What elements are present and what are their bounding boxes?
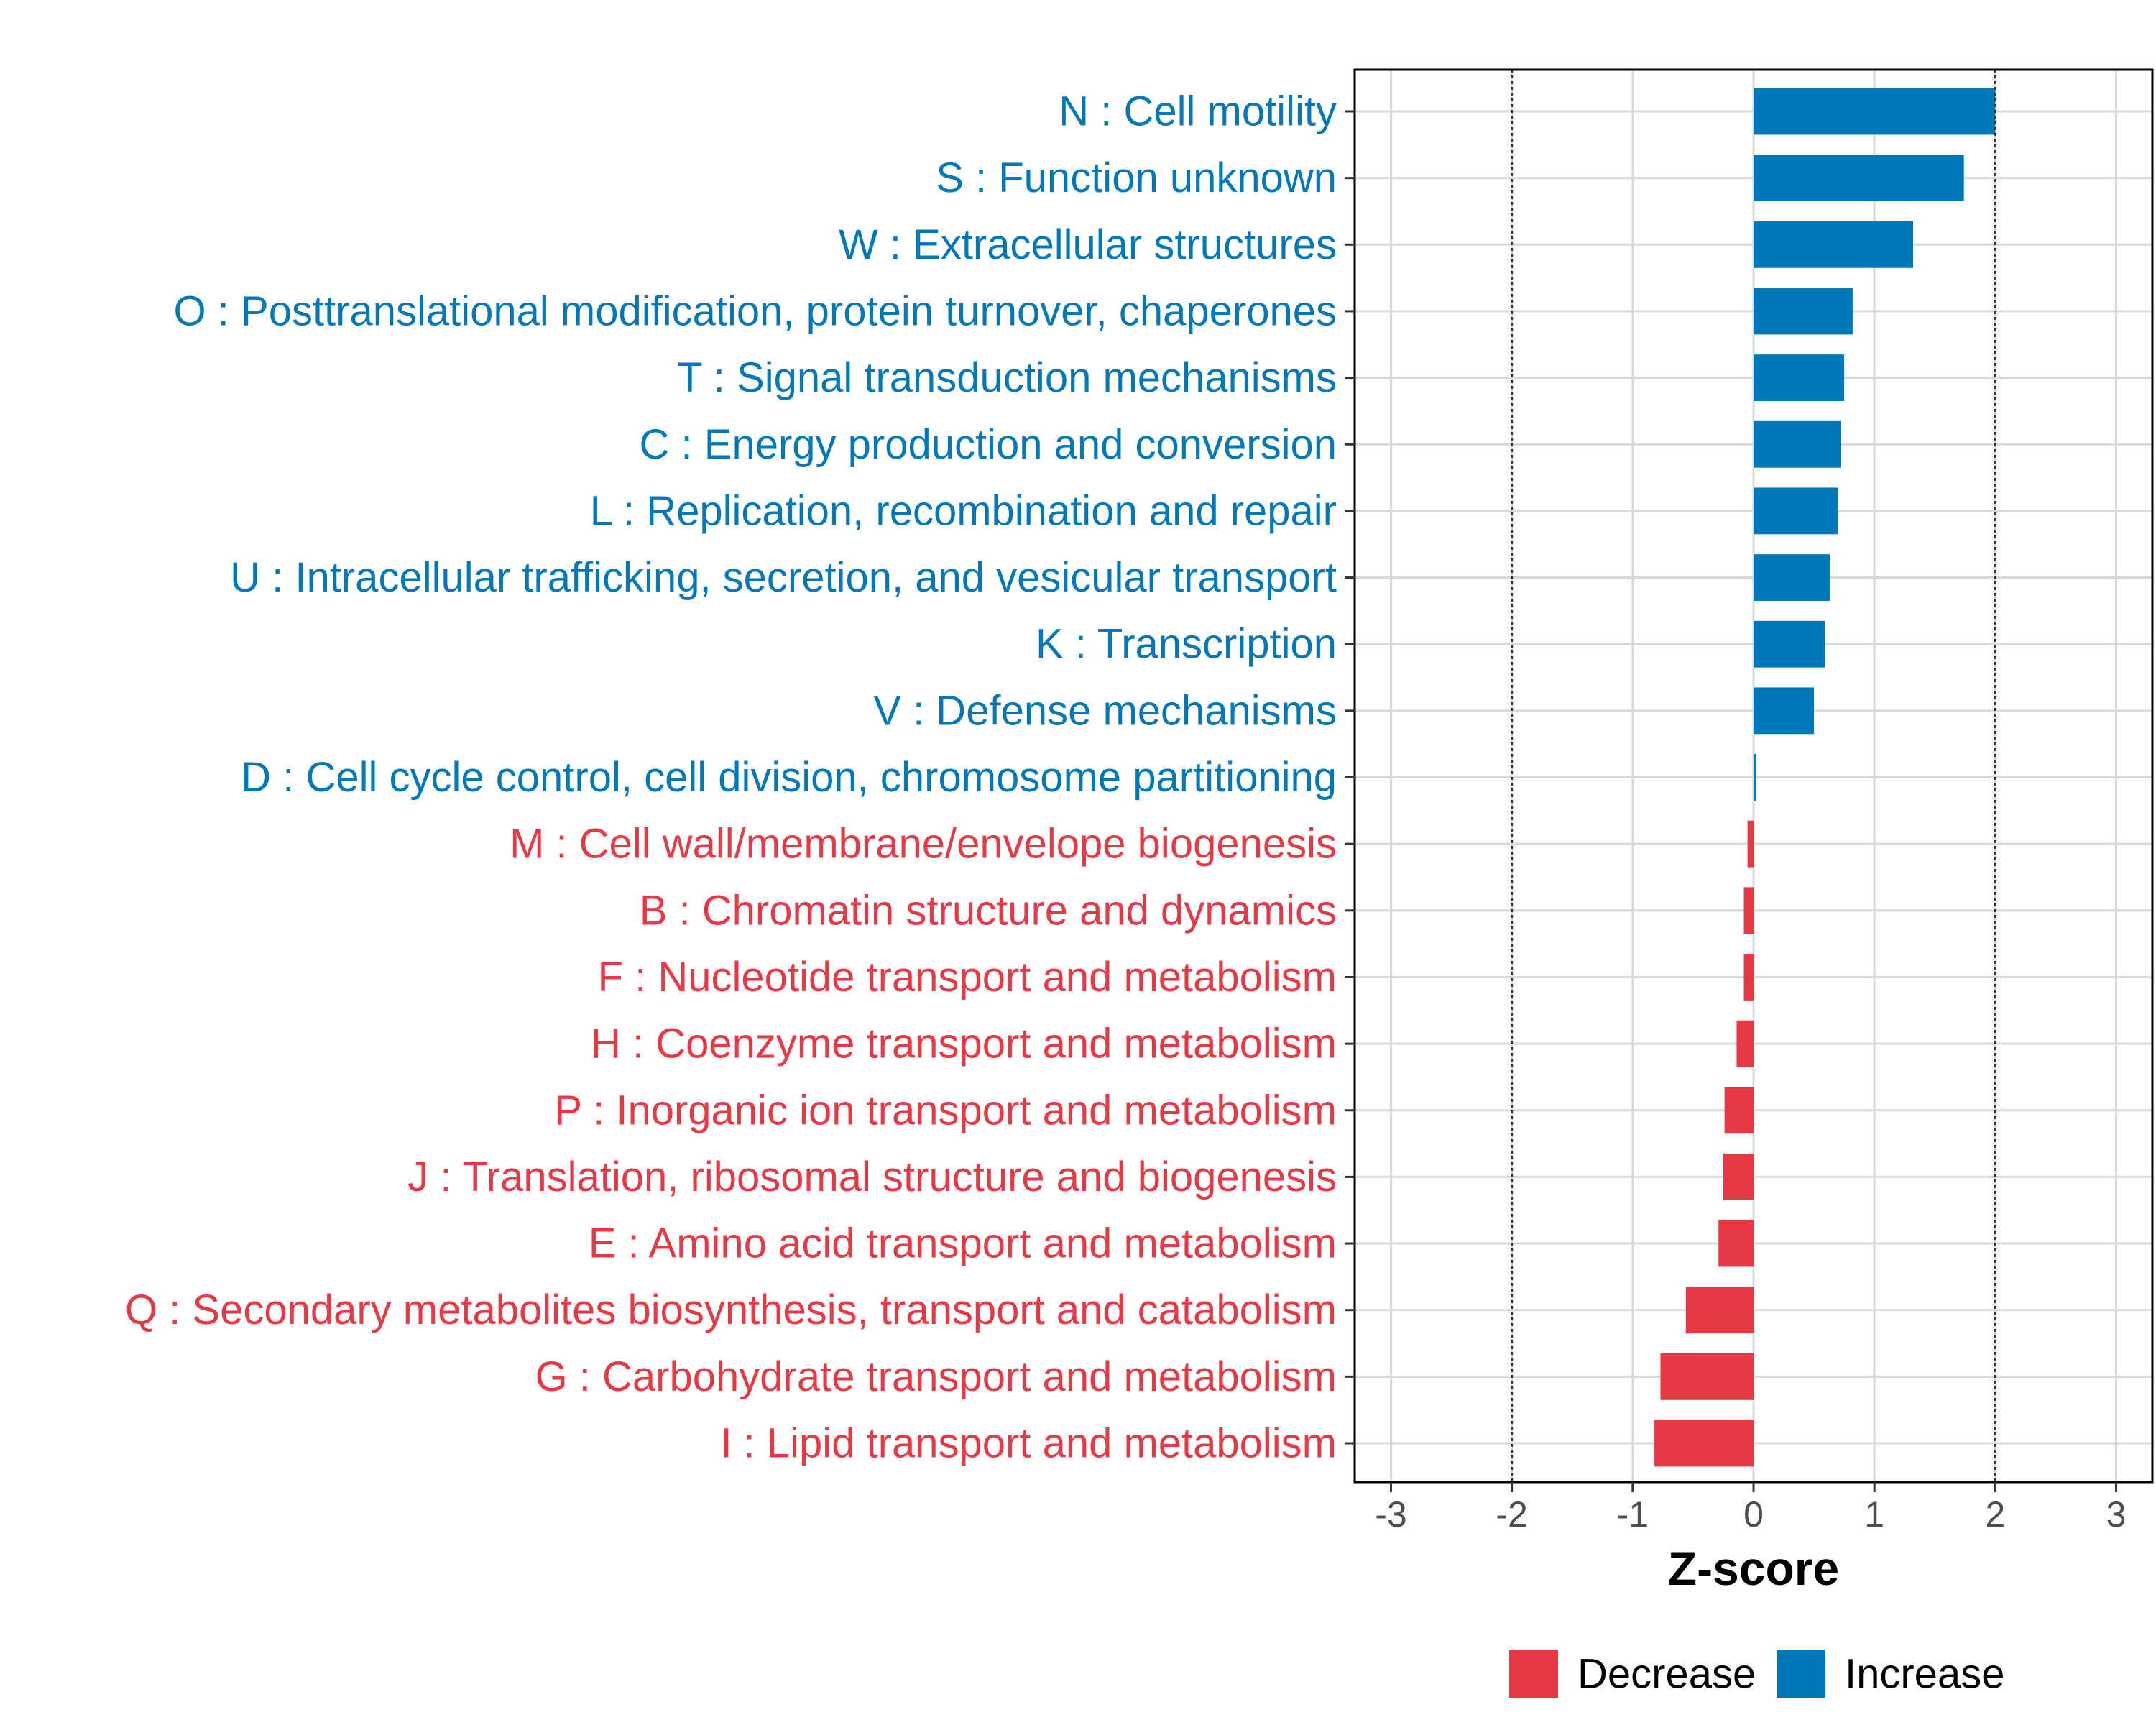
category-label: M : Cell wall/membrane/envelope biogenes… — [510, 821, 1337, 868]
category-label: B : Chromatin structure and dynamics — [640, 887, 1337, 934]
bar — [1685, 1287, 1754, 1334]
bar — [1754, 487, 1838, 535]
category-label: F : Nucleotide transport and metabolism — [598, 954, 1337, 1000]
legend-swatch — [1509, 1650, 1558, 1698]
x-tick-label: -2 — [1496, 1494, 1527, 1535]
bar — [1736, 1020, 1754, 1067]
legend-label: Increase — [1845, 1651, 2004, 1698]
y-axis: N : Cell motility S : Function unknown W :… — [125, 88, 1355, 1467]
bar — [1754, 754, 1756, 801]
bar — [1754, 288, 1853, 335]
bars — [1654, 88, 1996, 1467]
bar — [1754, 354, 1845, 402]
category-label: P : Inorganic ion transport and metaboli… — [554, 1087, 1337, 1133]
legend-label: Decrease — [1577, 1651, 1756, 1698]
bar — [1723, 1153, 1754, 1200]
category-label: Q : Secondary metabolites biosynthesis, … — [125, 1287, 1337, 1333]
category-label: O : Posttranslational modification, prot… — [174, 288, 1337, 334]
bar — [1754, 221, 1913, 268]
legend-swatch — [1777, 1650, 1825, 1698]
category-label: N : Cell motility — [1059, 88, 1337, 135]
bar — [1747, 820, 1754, 868]
bar — [1754, 88, 1996, 135]
category-label: S : Function unknown — [936, 155, 1337, 201]
bar — [1654, 1420, 1754, 1467]
category-label: U : Intracellular trafficking, secretion… — [230, 554, 1337, 601]
bar — [1724, 1087, 1754, 1134]
category-label: K : Transcription — [1036, 621, 1337, 668]
category-label: J : Translation, ribosomal structure and… — [407, 1154, 1337, 1200]
category-label: I : Lipid transport and metabolism — [720, 1420, 1337, 1467]
category-label: E : Amino acid transport and metabolism — [589, 1220, 1337, 1267]
bar — [1754, 155, 1964, 202]
bar — [1754, 620, 1825, 668]
category-label: D : Cell cycle control, cell division, c… — [241, 754, 1337, 801]
x-tick-label: 3 — [2106, 1494, 2127, 1535]
category-label: C : Energy production and conversion — [640, 421, 1337, 468]
x-axis: -3 -2 -1 0 1 2 3 — [1375, 1482, 2126, 1535]
bar — [1743, 887, 1754, 934]
category-label: T : Signal transduction mechanisms — [677, 354, 1337, 401]
x-tick-label: 1 — [1864, 1494, 1884, 1535]
x-tick-label: 2 — [1985, 1494, 2005, 1535]
category-label: V : Defense mechanisms — [873, 687, 1337, 734]
category-label: W : Extracellular structures — [839, 221, 1337, 268]
x-axis-title: Z-score — [1668, 1542, 1839, 1595]
x-tick-label: 0 — [1743, 1494, 1764, 1535]
bar — [1754, 687, 1815, 735]
bar — [1754, 420, 1841, 468]
category-label: G : Carbohydrate transport and metabolis… — [535, 1353, 1337, 1400]
x-tick-label: -1 — [1617, 1494, 1649, 1535]
bar — [1754, 554, 1830, 601]
legend: Decrease Increase — [1509, 1650, 2004, 1698]
bar — [1743, 954, 1754, 1000]
category-label: H : Coenzyme transport and metabolism — [591, 1021, 1337, 1067]
bar — [1660, 1353, 1754, 1400]
category-label: L : Replication, recombination and repai… — [590, 487, 1337, 534]
bar — [1718, 1220, 1754, 1267]
x-tick-label: -3 — [1375, 1494, 1406, 1535]
